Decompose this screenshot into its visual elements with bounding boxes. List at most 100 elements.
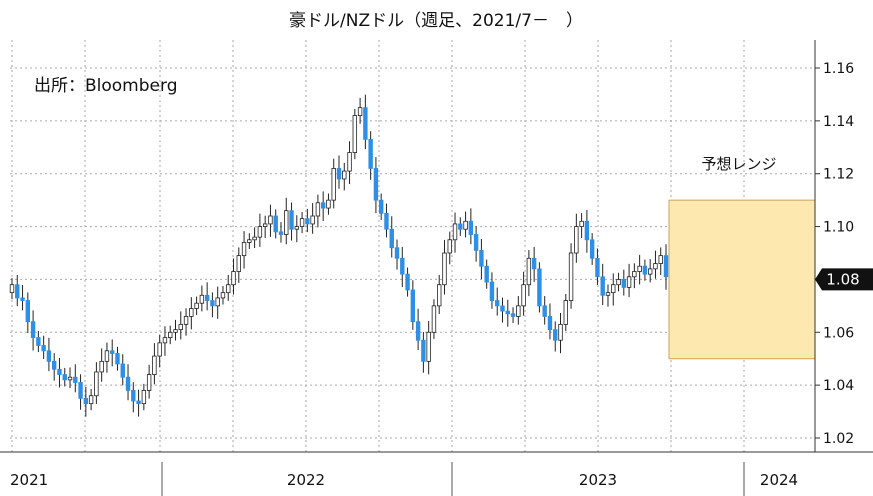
x-tick-label: 2024 [760,471,798,489]
candle-body [284,210,289,235]
candle-body [320,202,326,209]
candle-body [531,257,537,270]
candle-body [231,271,236,286]
candle-body [463,220,468,230]
candle-body [647,268,653,275]
candle-body [584,220,590,241]
candle-body [326,199,331,209]
y-tick-label: 1.12 [823,167,854,183]
candle-body [447,239,452,254]
candle-body [595,257,600,278]
candle-body [252,236,257,241]
candle-body [110,350,115,354]
candle-body [83,397,89,405]
candle-body [342,170,347,180]
candle-body [632,271,637,278]
candle-body [616,279,621,286]
candle-body [510,313,516,317]
candle-body [183,316,189,325]
candle-body [400,257,405,275]
candle-body [194,302,199,309]
candle-body [553,329,558,341]
candle-body [236,255,241,272]
candle-body [204,294,210,301]
candle-body [168,331,173,338]
candle-body [131,390,136,402]
x-axis-labels: 2021 2022 2023 2024 [10,462,798,496]
candle-body [363,107,368,140]
candle-body [489,281,495,301]
candles [9,94,669,417]
candle-body [210,300,215,307]
candle-body [141,390,147,405]
source-note: 出所：Bloomberg [34,76,177,96]
candle-body [46,350,52,362]
candle-body [199,294,205,304]
candle-body [389,228,394,249]
candle-body [115,353,120,365]
candle-body [294,226,300,230]
candle-body [241,242,247,257]
candle-body [605,292,611,296]
candle-body [637,265,642,272]
candle-body [663,255,669,278]
candle-body [15,284,20,299]
candle-body [473,234,479,251]
candle-body [62,374,67,381]
candle-body [653,263,658,270]
candle-body [378,199,384,214]
candle-body [421,339,426,362]
candle-body [278,231,284,235]
candle-body [152,355,157,375]
candle-body [415,321,421,341]
candle-body [537,268,542,307]
candle-body [173,329,178,333]
candle-body [305,218,310,225]
candle-body [146,374,152,391]
candle-body [162,337,168,344]
candle-body [310,215,315,225]
candle-body [226,284,231,294]
candle-body [589,239,595,259]
candle-body [347,152,352,172]
candle-body [9,284,15,294]
candle-body [20,297,25,301]
candle-body [373,168,379,201]
candle-body [542,305,547,317]
candle-body [104,350,110,362]
candle-body [262,223,268,227]
chart-title: 豪ドル/NZドル（週足、2021/7－ ） [289,10,583,31]
candle-body [78,382,83,399]
candle-body [88,395,94,405]
y-tick-label: 1.16 [823,61,854,77]
candle-body [257,226,263,238]
candle-body [521,284,526,307]
candle-body [315,202,321,217]
candle-body [352,115,358,153]
candle-body [125,376,131,391]
candle-body [36,337,41,346]
candle-body [579,220,584,227]
candle-body [500,305,505,312]
candle-body [405,273,410,291]
y-tick-label: 1.14 [823,114,854,130]
last-value-tag-bg [815,268,873,291]
candle-body [157,342,162,357]
candle-body [642,265,648,275]
candle-body [94,371,99,397]
candle-body [299,218,305,227]
candle-body [120,363,125,378]
last-value-label: 1.08 [826,270,859,288]
candle-body [336,168,342,180]
candle-body [526,257,532,286]
x-tick-label: 2021 [10,471,48,489]
range-label: 予想レンジ [701,155,776,173]
candle-body [495,300,500,307]
candle-body [611,284,616,294]
candle-body [600,276,605,296]
candle-body [99,360,104,373]
candle-body [516,305,521,317]
candle-body [268,215,273,225]
candle-body [431,305,437,333]
candle-body [437,284,442,307]
